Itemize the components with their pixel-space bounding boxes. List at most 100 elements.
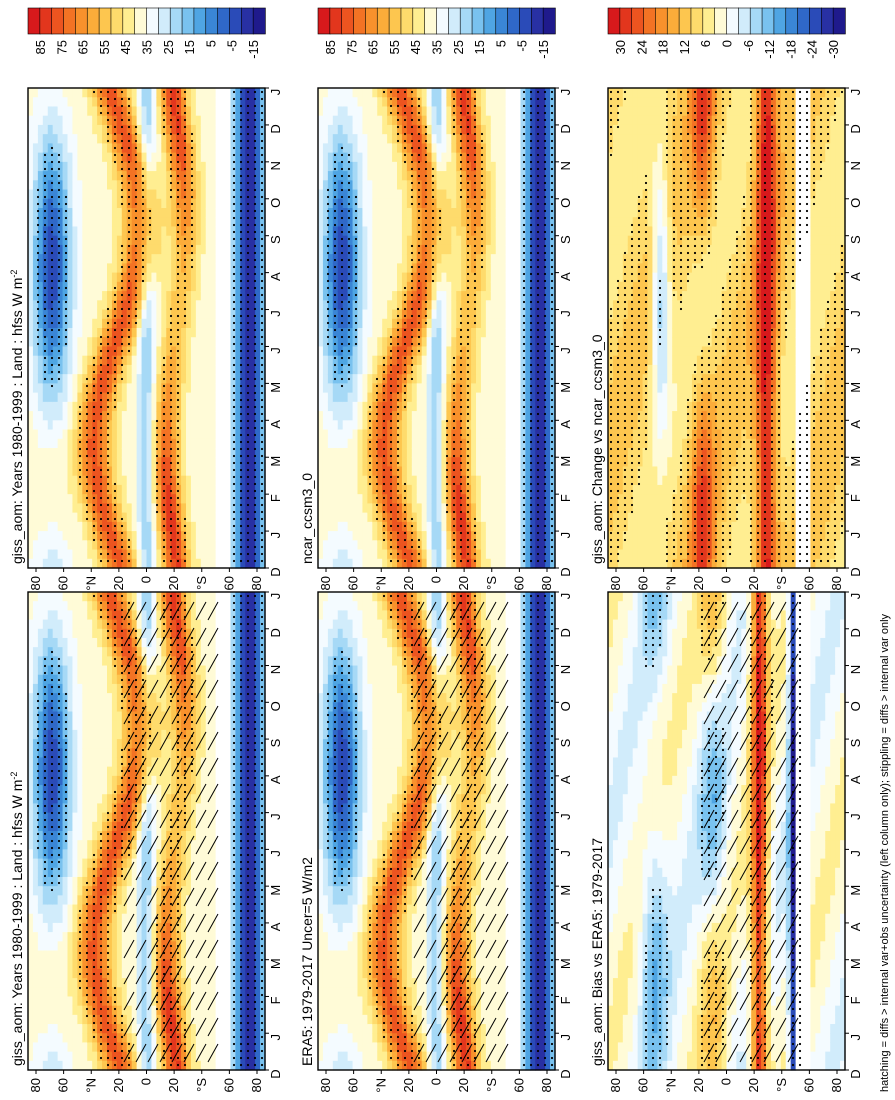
heatmap-cell <box>57 346 64 357</box>
stipple-dot <box>169 909 173 913</box>
hatch-line <box>195 679 207 699</box>
heatmap-cell <box>67 180 74 191</box>
heatmap-cell <box>92 143 98 154</box>
hatch-line <box>207 913 219 933</box>
heatmap-cell <box>116 1033 123 1044</box>
heatmap-cell <box>171 913 177 924</box>
stipple-dot <box>134 783 138 787</box>
heatmap-cell <box>97 895 103 906</box>
heatmap-cell <box>82 198 88 209</box>
heatmap-cell <box>190 1014 197 1025</box>
heatmap-cell <box>111 171 118 181</box>
heatmap-cell <box>141 978 148 988</box>
heatmap-cell <box>32 592 39 602</box>
heatmap-cell <box>121 794 128 805</box>
heatmap-cell <box>205 1051 212 1062</box>
heatmap-cell <box>126 337 133 348</box>
heatmap-cell <box>82 996 88 1007</box>
heatmap-cell <box>215 1051 222 1062</box>
heatmap-cell <box>255 996 261 1007</box>
heatmap-cell <box>82 941 88 952</box>
heatmap-cell <box>87 913 93 924</box>
stipple-dot <box>246 608 250 612</box>
heatmap-cell <box>67 475 74 486</box>
stipple-dot <box>232 650 236 654</box>
stipple-dot <box>99 1049 103 1053</box>
heatmap-cell <box>131 438 138 449</box>
stipple-dot <box>260 741 264 745</box>
heatmap-cell <box>255 683 261 694</box>
stipple-dot <box>57 874 61 878</box>
stipple-dot <box>176 629 180 633</box>
heatmap-cell <box>190 674 197 685</box>
heatmap-cell <box>121 785 128 795</box>
heatmap-cell <box>52 922 59 933</box>
heatmap-cell <box>72 904 78 915</box>
heatmap-cell <box>77 987 83 998</box>
stipple-dot <box>260 979 264 983</box>
heatmap-cell <box>42 959 49 970</box>
stipple-dot <box>106 1028 110 1032</box>
hatch-line <box>147 1043 159 1063</box>
heatmap-cell <box>82 106 88 117</box>
heatmap-cell <box>97 996 103 1007</box>
stipple-dot <box>106 902 110 906</box>
stipple-dot <box>176 769 180 773</box>
heatmap-cell <box>210 592 217 602</box>
heatmap-cell <box>82 840 88 850</box>
heatmap-cell <box>102 840 108 850</box>
stipple-dot <box>253 608 257 612</box>
heatmap-cell <box>42 180 49 191</box>
hatch-line <box>171 965 183 985</box>
stipple-dot <box>113 629 117 633</box>
stipple-dot <box>253 699 257 703</box>
heatmap-cell <box>126 785 133 795</box>
stipple-dot <box>36 790 40 794</box>
hatch-line <box>183 1043 195 1063</box>
heatmap-cell <box>250 867 256 878</box>
heatmap-cell <box>161 601 167 611</box>
heatmap-cell <box>111 637 118 648</box>
heatmap-cell <box>47 683 54 694</box>
heatmap-cell <box>250 775 256 786</box>
heatmap-cell <box>72 198 78 209</box>
heatmap-cell <box>116 198 123 209</box>
stipple-dot <box>239 895 243 899</box>
stipple-dot <box>106 811 110 815</box>
heatmap-cell <box>210 858 217 869</box>
heatmap-cell <box>126 720 133 731</box>
heatmap-cell <box>166 592 172 602</box>
stipple-dot <box>239 685 243 689</box>
heatmap-cell <box>72 720 78 731</box>
heatmap-cell <box>255 592 261 602</box>
heatmap-cell <box>47 987 54 998</box>
heatmap-cell <box>28 355 34 366</box>
heatmap-cell <box>205 794 212 805</box>
heatmap-cell <box>186 941 192 952</box>
stipple-dot <box>246 958 250 962</box>
heatmap-cell <box>32 208 39 218</box>
heatmap-cell <box>82 720 88 731</box>
heatmap-cell <box>42 161 49 172</box>
heatmap-cell <box>97 785 103 795</box>
stipple-dot <box>232 706 236 710</box>
heatmap-cell <box>62 429 69 440</box>
heatmap-cell <box>92 540 98 551</box>
stipple-dot <box>50 734 54 738</box>
heatmap-cell <box>82 272 88 283</box>
heatmap-cell <box>195 941 202 952</box>
heatmap-cell <box>107 383 113 394</box>
heatmap-cell <box>116 383 123 394</box>
heatmap-cell <box>82 217 88 228</box>
heatmap-cell <box>37 346 44 357</box>
heatmap-cell <box>47 739 54 749</box>
heatmap-cell <box>37 235 44 246</box>
heatmap-cell <box>126 494 133 504</box>
heatmap-cell <box>82 858 88 869</box>
heatmap-cell <box>260 831 266 841</box>
heatmap-cell <box>235 1014 241 1025</box>
heatmap-cell <box>97 281 103 292</box>
heatmap-cell <box>72 309 78 320</box>
hatch-line <box>135 991 147 1011</box>
hatch-line <box>147 861 159 881</box>
